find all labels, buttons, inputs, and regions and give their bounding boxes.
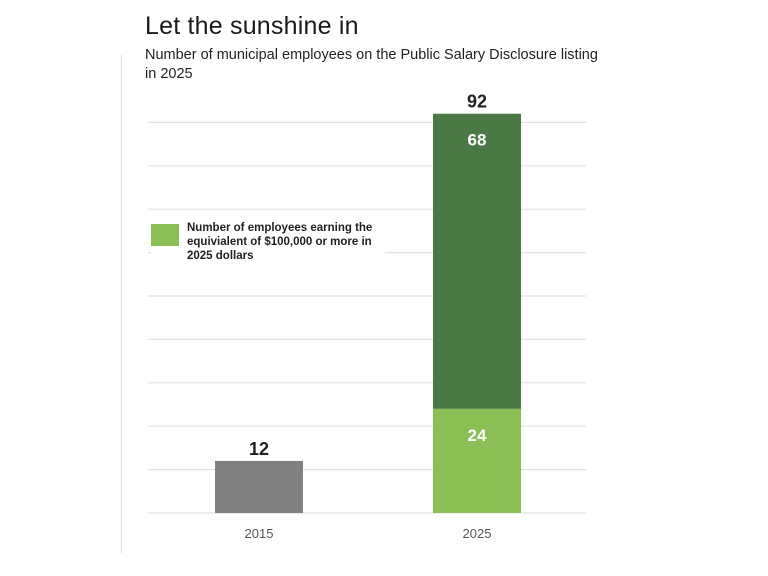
- bars: [215, 113, 521, 513]
- segment-label-2025-2: 68: [468, 131, 487, 150]
- chart-subtitle: Number of municipal employees on the Pub…: [145, 47, 598, 82]
- x-tick-label-2025: 2025: [463, 526, 492, 541]
- bar-2015-segment-0: [215, 460, 303, 513]
- chart-title: Let the sunshine in: [145, 12, 359, 40]
- bar-2025-segment-1: [433, 408, 521, 513]
- total-label-2015: 12: [249, 439, 269, 459]
- bar-2025-segment-2: [433, 113, 521, 409]
- legend-swatch-high-earners: [151, 224, 179, 246]
- segment-label-2025-1: 24: [468, 426, 487, 445]
- data-labels: 12 24 68 92: [249, 92, 487, 459]
- legend-label: Number of employees earning the equivial…: [187, 222, 373, 262]
- legend: Number of employees earning the equivial…: [151, 221, 385, 263]
- x-tick-label-2015: 2015: [245, 526, 274, 541]
- total-label-2025: 92: [467, 92, 487, 112]
- x-axis-labels: 2015 2025: [245, 526, 492, 541]
- left-divider-line: [121, 55, 122, 553]
